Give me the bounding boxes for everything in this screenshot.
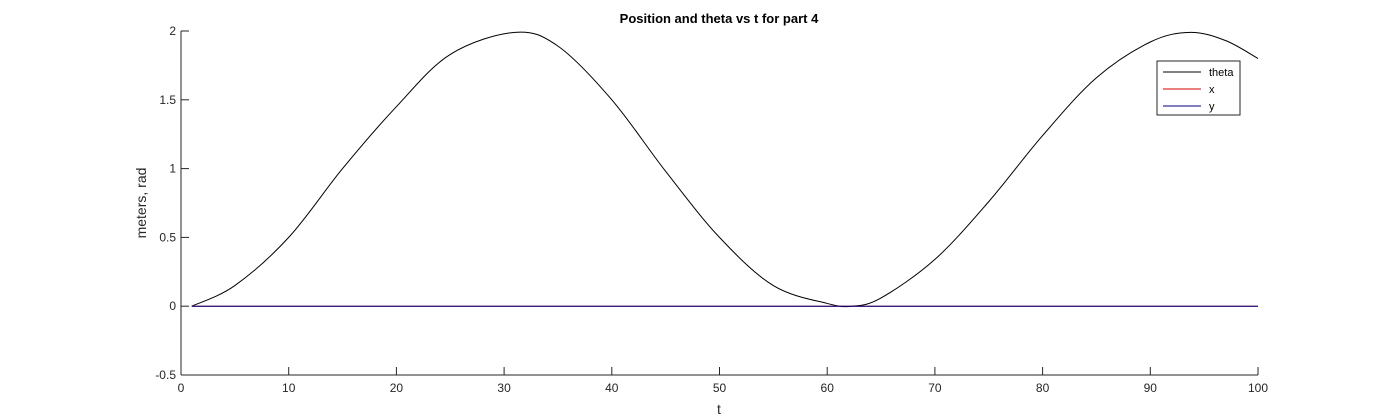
y-tick-label: 1 <box>169 162 176 176</box>
y-tick-label: -0.5 <box>155 368 176 382</box>
plot-area <box>180 31 1258 376</box>
y-axis: -0.5 0 0.5 1 1.5 2 <box>155 24 189 382</box>
legend-label-x: x <box>1209 84 1215 96</box>
y-tick-label: 1.5 <box>159 93 176 107</box>
series-line-theta <box>191 31 1259 308</box>
y-tick-label: 0.5 <box>159 230 176 244</box>
legend-label-theta: theta <box>1209 67 1234 79</box>
x-tick-label: 100 <box>1248 381 1268 395</box>
x-axis-label: t <box>717 401 721 417</box>
x-tick-label: 0 <box>178 381 185 395</box>
y-axis-label: meters, rad <box>133 168 149 239</box>
x-tick-label: 50 <box>713 381 727 395</box>
legend-label-y: y <box>1209 101 1215 113</box>
legend: theta xy <box>1156 60 1241 116</box>
x-tick-label: 80 <box>1036 381 1050 395</box>
series-group <box>191 31 1259 308</box>
x-tick-label: 10 <box>282 381 296 395</box>
chart-title: Position and theta vs t for part 4 <box>620 11 819 26</box>
x-tick-label: 70 <box>928 381 942 395</box>
y-tick-label: 2 <box>169 24 176 38</box>
x-tick-label: 40 <box>605 381 619 395</box>
x-tick-label: 60 <box>821 381 835 395</box>
x-axis: 0 10 20 30 40 50 60 70 80 90 100 <box>178 367 1268 395</box>
x-tick-label: 90 <box>1144 381 1158 395</box>
x-tick-label: 20 <box>390 381 404 395</box>
y-tick-label: 0 <box>169 299 176 313</box>
x-tick-label: 30 <box>497 381 511 395</box>
plot-background <box>181 31 1258 375</box>
